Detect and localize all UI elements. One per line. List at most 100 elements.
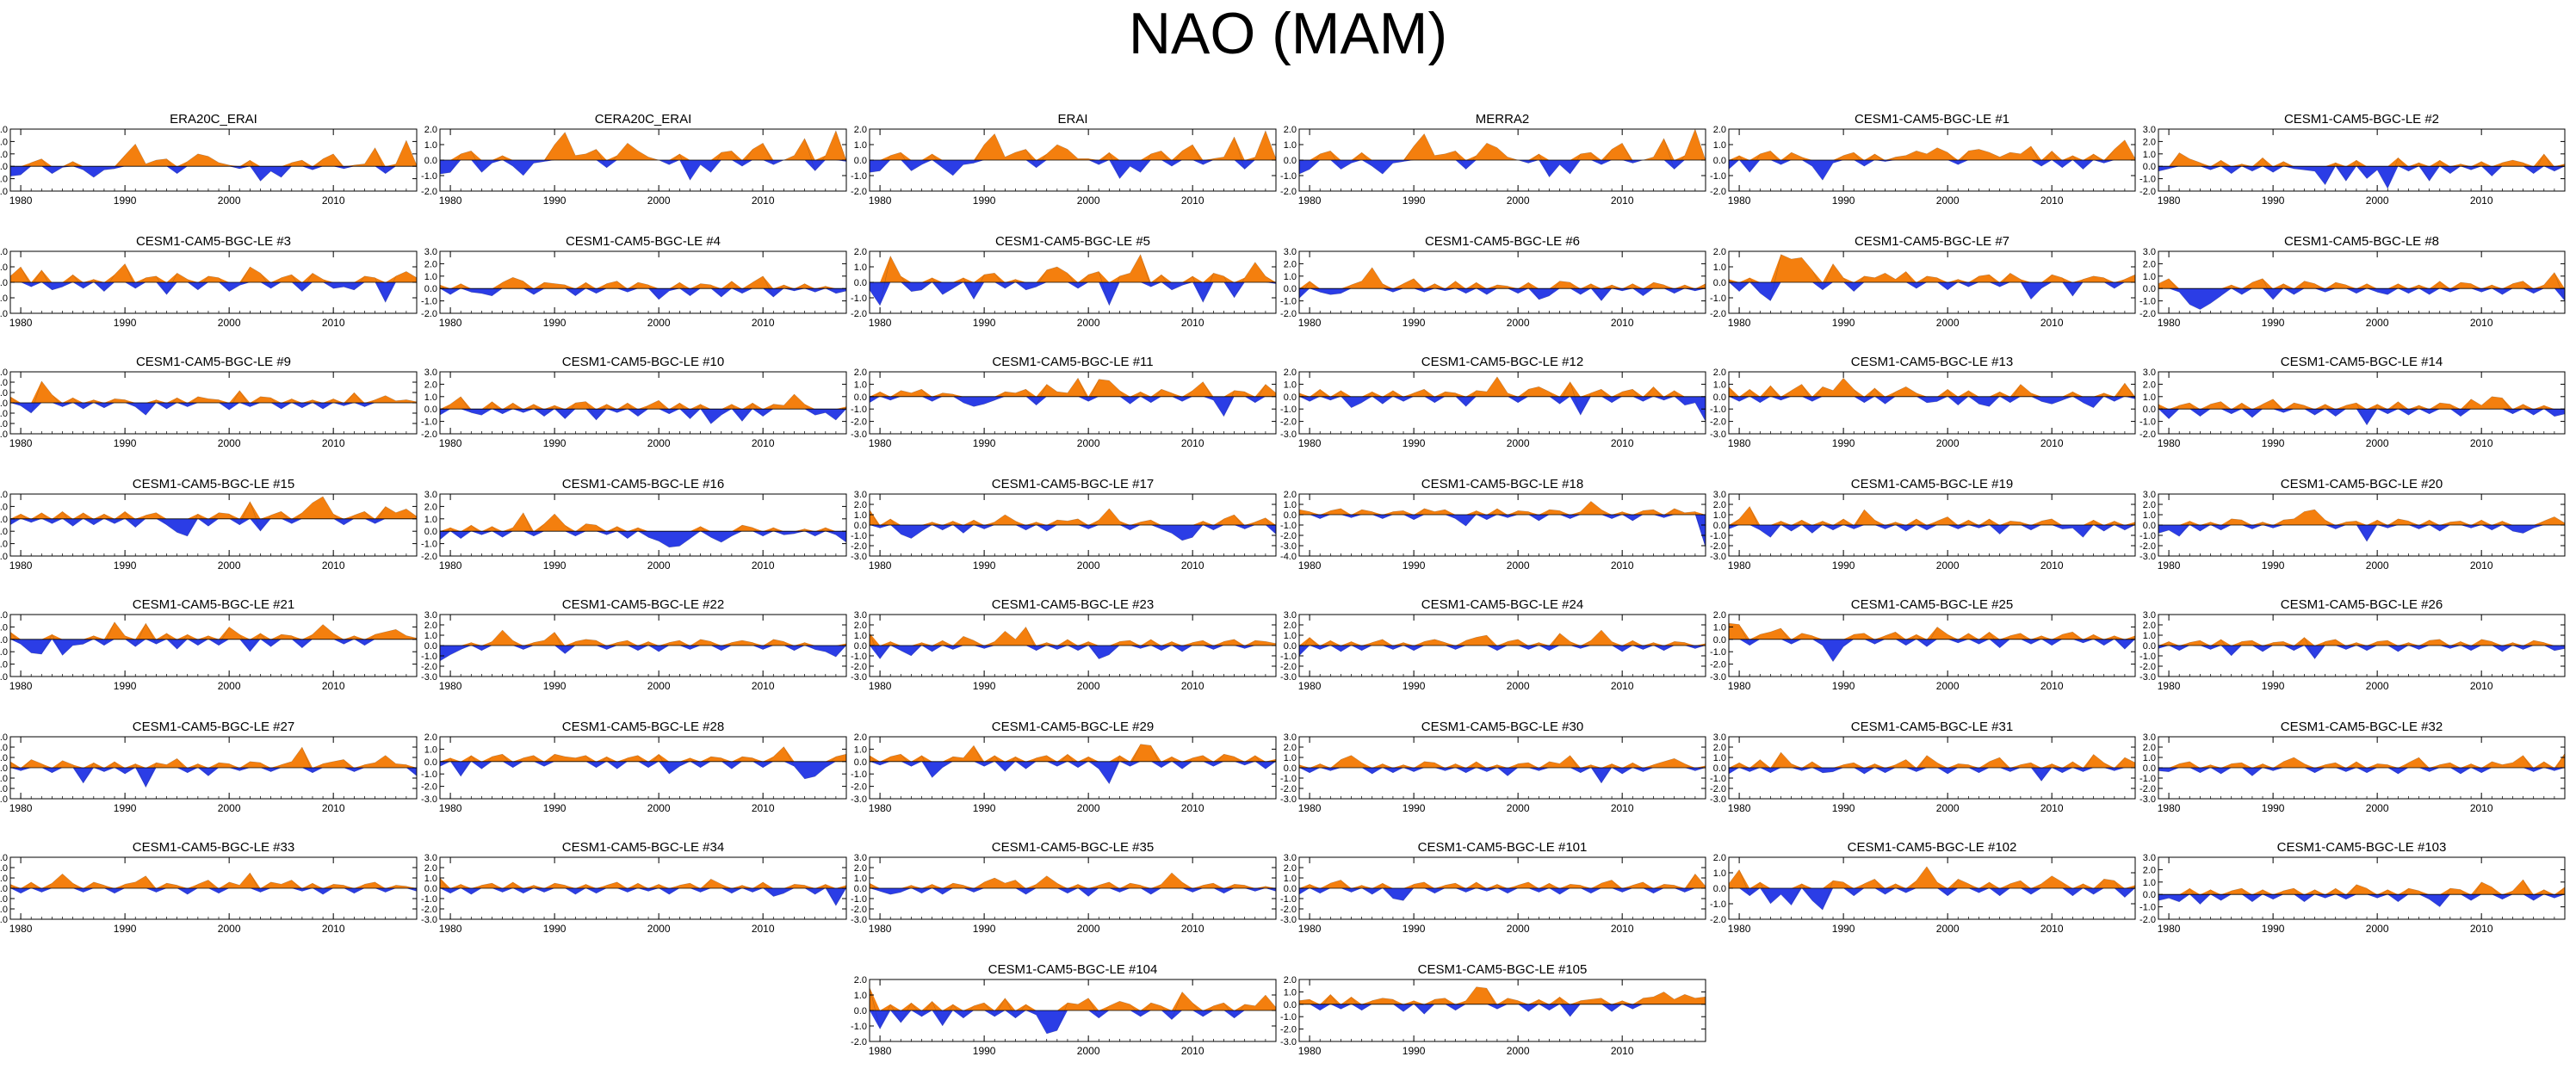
negative-area (1299, 646, 1706, 656)
y-tick-label: 3.0 (1284, 610, 1297, 621)
x-tick-label: 2010 (1611, 923, 1634, 935)
x-tick-label: 2000 (1507, 923, 1530, 935)
y-tick-label: 0.0 (0, 399, 8, 409)
x-tick-label: 2010 (1611, 437, 1634, 449)
y-tick-label: -3.0 (421, 672, 437, 683)
x-tick-label: 2000 (218, 559, 241, 572)
y-tick-label: 0.0 (1284, 884, 1297, 894)
x-tick-label: 1980 (1298, 195, 1322, 207)
series-line (2158, 753, 2566, 776)
y-tick-label: -3.0 (421, 794, 437, 805)
y-tick-label: -2.0 (1280, 905, 1297, 915)
y-tick-label: -3.0 (1280, 1037, 1297, 1047)
y-tick-label: 2.0 (854, 621, 867, 631)
y-tick-label: -3.0 (1280, 794, 1297, 805)
x-tick-label: 2000 (1077, 317, 1100, 329)
panel-frame (2158, 371, 2566, 435)
y-tick-label: 2.0 (1284, 743, 1297, 753)
x-tick-label: 2000 (218, 437, 241, 449)
nao-panel: CESM1-CAM5-BGC-LE #101 3.02.01.00.0-1.0-2… (1280, 840, 1706, 935)
y-tick-label: -1.0 (2139, 531, 2156, 541)
y-tick-label: -1.0 (0, 409, 8, 419)
nao-panel: CESM1-CAM5-BGC-LE #4 3.0 2.0 1.0 0.0 -1.0 -2.0… (421, 234, 847, 329)
negative-area (2158, 166, 2565, 189)
negative-area (440, 160, 846, 181)
nao-panel: CESM1-CAM5-BGC-LE #13 2.0 1.0 0.0 -1.0 -2.0-3… (1710, 355, 2136, 449)
series-line (869, 986, 1277, 1035)
y-tick-label: 0.0 (1284, 763, 1297, 774)
x-tick-label: 1980 (1728, 317, 1751, 329)
nao-panel: CESM1-CAM5-BGC-LE #23 3.02.01.00.0-1.0-2.… (851, 597, 1277, 692)
x-tick-label: 1990 (2262, 437, 2285, 449)
y-tick-label: -2.0 (851, 905, 867, 915)
x-tick-label: 1980 (9, 559, 33, 572)
negative-area (2158, 288, 2565, 310)
x-tick-label: 1990 (543, 317, 567, 329)
y-tick-label: 2.0 (854, 500, 867, 510)
y-tick-label: 1.0 (1284, 631, 1297, 641)
negative-area (2158, 409, 2565, 425)
nao-panel: CESM1-CAM5-BGC-LE #8 3.0 2.0 1.0 0.0 -1.0 -2.0… (2139, 234, 2566, 329)
panel-title: CESM1-CAM5-BGC-LE #104 (988, 962, 1158, 977)
panel-title: CESM1-CAM5-BGC-LE #30 (1421, 720, 1583, 734)
x-tick-label: 2010 (322, 680, 345, 692)
y-tick-label: 0.0 (1284, 156, 1297, 166)
y-tick-label: -1.0 (851, 894, 867, 905)
y-tick-label: -3.0 (1280, 915, 1297, 925)
x-tick-label: 1980 (2158, 437, 2181, 449)
panel-frame (1728, 614, 2136, 677)
y-tick-label: 2.0 (2143, 137, 2156, 147)
nao-panel: CESM1-CAM5-BGC-LE #33 3.02.01.00.0-1.0-2.… (0, 840, 418, 935)
x-tick-label: 1980 (869, 923, 892, 935)
x-tick-label: 2010 (752, 195, 775, 207)
x-tick-label: 1990 (973, 802, 996, 814)
x-tick-label: 1980 (1728, 437, 1751, 449)
y-tick-label: 2.0 (2143, 259, 2156, 269)
negative-area (10, 639, 417, 656)
y-tick-label: -2.0 (2139, 662, 2156, 672)
y-tick-label: 0.0 (2143, 405, 2156, 415)
positive-area (1299, 630, 1706, 646)
negative-area (2158, 894, 2565, 907)
y-tick-label: 0.0 (424, 405, 437, 415)
panel-frame (439, 250, 847, 314)
y-tick-label: -2.0 (1280, 309, 1297, 319)
x-tick-label: 2000 (2366, 680, 2389, 692)
y-tick-label: 0.0 (1284, 641, 1297, 652)
x-tick-label: 2010 (2470, 195, 2493, 207)
y-tick-label: 1.0 (1713, 753, 1726, 763)
y-tick-label: 2.0 (1284, 490, 1297, 500)
y-tick-label: -1.0 (1280, 894, 1297, 905)
y-tick-label: 2.0 (854, 247, 867, 257)
x-tick-label: 1990 (1403, 1045, 1426, 1057)
x-tick-label: 2010 (2470, 437, 2493, 449)
panel-title: CESM1-CAM5-BGC-LE #5 (995, 234, 1150, 249)
negative-area (10, 282, 417, 303)
x-tick-label: 1990 (973, 437, 996, 449)
x-tick-label: 1990 (2262, 680, 2285, 692)
y-tick-label: -1.0 (2139, 903, 2156, 913)
x-tick-label: 1990 (973, 195, 996, 207)
panel-frame (9, 614, 418, 677)
y-tick-label: -2.0 (851, 1037, 867, 1047)
y-tick-label: 3.0 (0, 368, 8, 378)
x-tick-label: 1980 (1298, 317, 1322, 329)
panel-title: CESM1-CAM5-BGC-LE #33 (133, 840, 294, 855)
x-tick-label: 2000 (2366, 437, 2389, 449)
series-line (869, 744, 1277, 785)
x-tick-label: 1990 (1832, 317, 1855, 329)
panel-title: MERRA2 (1476, 112, 1530, 127)
panel-frame (2158, 250, 2566, 314)
series-line (1298, 501, 1706, 548)
y-tick-label: 2.0 (0, 743, 8, 753)
y-tick-label: -2.0 (851, 541, 867, 552)
panel-title: CESM1-CAM5-BGC-LE #101 (1418, 840, 1588, 855)
x-tick-label: 2000 (218, 680, 241, 692)
y-tick-label: 1.0 (424, 392, 437, 403)
x-tick-label: 2010 (1611, 559, 1634, 572)
y-tick-label: -4.0 (1280, 552, 1297, 562)
x-tick-label: 2010 (322, 195, 345, 207)
x-tick-label: 1980 (869, 1045, 892, 1057)
y-tick-label: 3.0 (0, 732, 8, 743)
y-tick-label: 0.0 (0, 763, 8, 774)
